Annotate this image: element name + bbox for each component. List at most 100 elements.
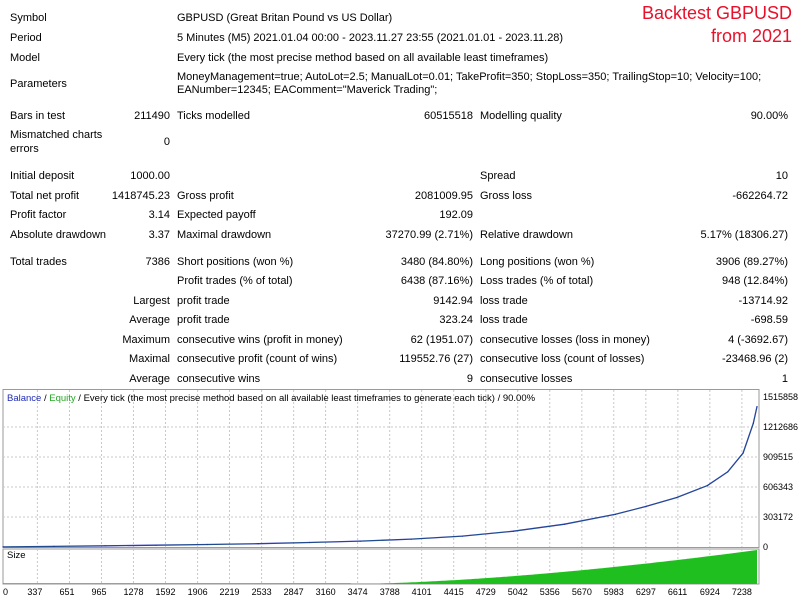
average-consecutive-losses-value: 1	[781, 373, 788, 385]
x-tick-label: 965	[91, 587, 107, 597]
quality-value: 90.00%	[750, 110, 788, 122]
balance-point	[512, 530, 514, 532]
gross-profit-label: Gross profit	[177, 190, 234, 202]
largest-loss-value: -13714.92	[738, 295, 788, 307]
balance-point	[206, 543, 208, 546]
balance-point	[2, 546, 4, 548]
spread-value: 10	[775, 170, 788, 182]
maximum-label: Maximum	[122, 334, 170, 346]
gross-loss-value: -662264.72	[732, 190, 788, 202]
x-tick-label: 6611	[667, 587, 688, 597]
legend-equity: Equity	[49, 393, 76, 404]
profit-factor-value: 3.14	[148, 209, 170, 221]
gross-profit-value: 2081009.95	[414, 190, 473, 202]
average-consecutive-losses-label: consecutive losses	[480, 373, 573, 385]
net-profit-value: 1418745.23	[111, 190, 170, 202]
x-tick-label: 3474	[347, 587, 368, 597]
overlay-line-2: from 2021	[710, 26, 792, 46]
max-consecutive-wins-value: 62 (1951.07)	[410, 334, 473, 346]
x-tick-label: 3788	[379, 587, 400, 597]
symbol-value: GBPUSD (Great Britan Pound vs US Dollar)	[177, 12, 393, 24]
largest-loss-label: loss trade	[480, 295, 528, 307]
x-tick-label: 2847	[283, 587, 304, 597]
balance-point	[257, 543, 259, 545]
x-tick-label: 5670	[571, 587, 592, 597]
parameters-line-2: EANumber=12345; EAComment="Maverick Trad…	[177, 84, 438, 96]
y-tick-label: 1212686	[763, 422, 799, 432]
chart-legend: Balance / Equity / Every tick (the most …	[7, 393, 535, 404]
balance-point	[706, 485, 709, 487]
size-area	[3, 550, 757, 584]
profit-trades-label: Profit trades (% of total)	[177, 275, 293, 287]
relative-drawdown-label: Relative drawdown	[480, 229, 573, 241]
short-positions-value: 3480 (84.80%)	[400, 256, 473, 268]
balance-chart: Balance / Equity / Every tick (the most …	[2, 389, 798, 600]
mismatch-label-1: Mismatched charts	[10, 129, 103, 141]
x-tick-label: 7238	[731, 587, 752, 597]
main-plot-frame	[2, 389, 760, 548]
loss-trades-value: 948 (12.84%)	[721, 275, 788, 287]
max-consecutive-losses-label: consecutive losses (loss in money)	[480, 334, 650, 346]
balance-point	[676, 496, 678, 499]
balance-point	[53, 545, 55, 547]
mismatch-label-2: errors	[10, 143, 39, 155]
parameters-line-1: MoneyManagement=true; AutoLot=2.5; Manua…	[177, 71, 762, 83]
spread-label: Spread	[480, 170, 516, 182]
balance-point	[155, 544, 157, 546]
expected-payoff-value: 192.09	[439, 209, 473, 221]
maximal-drawdown-label: Maximal drawdown	[177, 229, 272, 241]
legend-description: / Every tick (the most precise method ba…	[75, 393, 536, 404]
balance-point	[104, 545, 106, 547]
legend-separator: /	[41, 393, 50, 404]
period-value: 5 Minutes (M5) 2021.01.04 00:00 - 2023.1…	[177, 32, 564, 44]
legend-balance: Balance	[7, 393, 42, 404]
total-trades-label: Total trades	[10, 256, 67, 268]
average-profit-label: profit trade	[177, 314, 230, 326]
profit-factor-label: Profit factor	[10, 209, 67, 221]
profit-trades-value: 6438 (87.16%)	[400, 275, 473, 287]
x-tick-label: 651	[59, 587, 75, 597]
size-panel-label: Size	[7, 550, 26, 561]
ticks-label: Ticks modelled	[177, 110, 250, 122]
model-value: Every tick (the most precise method base…	[177, 52, 549, 64]
y-tick-label: 303172	[763, 511, 794, 522]
symbol-label: Symbol	[10, 12, 47, 24]
expected-payoff-label: Expected payoff	[177, 209, 256, 221]
y-tick-label: 1515858	[763, 392, 799, 402]
x-tick-label: 3160	[315, 587, 336, 597]
short-positions-label: Short positions (won %)	[177, 256, 294, 268]
long-positions-label: Long positions (won %)	[480, 256, 595, 268]
mismatch-value: 0	[163, 136, 170, 148]
largest-profit-label: profit trade	[177, 295, 230, 307]
deposit-label: Initial deposit	[10, 170, 75, 182]
y-tick-label: 909515	[763, 451, 794, 462]
x-tick-label: 5042	[507, 587, 528, 597]
model-label: Model	[10, 52, 40, 64]
balance-point	[614, 513, 617, 515]
average-consecutive-label: Average	[129, 373, 170, 385]
x-tick-label: 2219	[219, 587, 240, 597]
average-consecutive-wins-label: consecutive wins	[177, 373, 261, 385]
x-tick-label: 337	[27, 587, 43, 597]
x-tick-label: 6924	[699, 587, 720, 597]
period-label: Period	[10, 32, 42, 44]
largest-label: Largest	[133, 295, 170, 307]
maximal-consecutive-loss-label: consecutive loss (count of losses)	[480, 353, 645, 365]
maximal-consecutive-profit-value: 119552.76 (27)	[399, 353, 473, 365]
parameters-label: Parameters	[10, 78, 67, 90]
max-consecutive-wins-label: consecutive wins (profit in money)	[177, 334, 343, 346]
y-tick-label: 606343	[763, 482, 794, 492]
y-tick-label: 0	[763, 542, 769, 552]
balance-point	[563, 523, 566, 525]
relative-drawdown-value: 5.17% (18306.27)	[700, 229, 788, 241]
x-tick-label: 5356	[539, 587, 560, 597]
net-profit-label: Total net profit	[10, 190, 80, 202]
balance-point	[752, 422, 754, 424]
maximal-consecutive-loss-value: -23468.96 (2)	[721, 353, 788, 365]
strategy-tester-report: Symbol GBPUSD (Great Britan Pound vs US …	[10, 12, 788, 385]
quality-label: Modelling quality	[480, 110, 562, 122]
x-tick-label: 1906	[187, 587, 208, 597]
balance-point	[756, 406, 758, 408]
x-tick-label: 1592	[155, 587, 176, 597]
bars-value: 211490	[134, 110, 170, 122]
